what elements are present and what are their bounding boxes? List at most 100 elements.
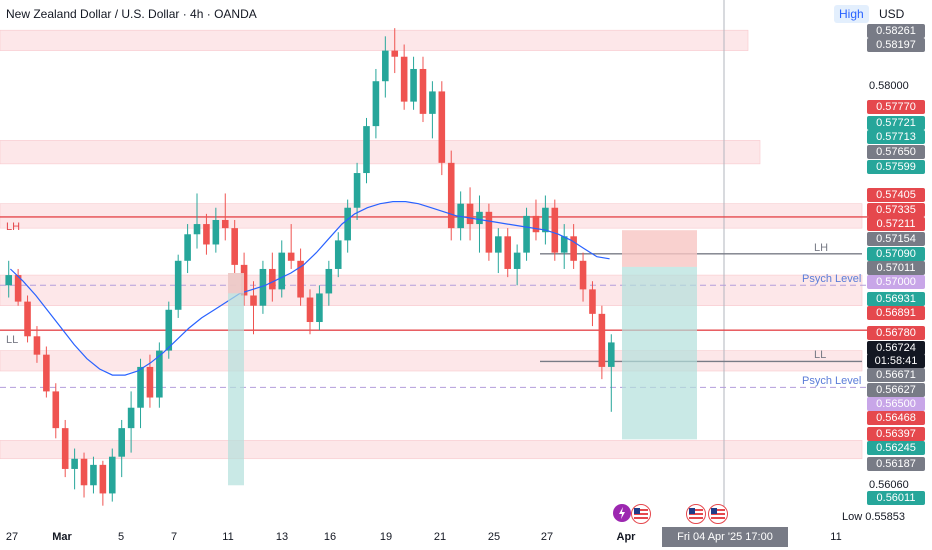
- candle-body: [193, 224, 201, 235]
- time-tick-label: 21: [433, 531, 447, 543]
- candle-body: [259, 268, 267, 306]
- candle-body: [429, 91, 436, 114]
- time-tick-label: 11: [830, 531, 842, 543]
- price-tag: 0.56500: [867, 397, 925, 411]
- level-label: LH: [814, 241, 829, 254]
- price-tag: 0.57211: [867, 217, 925, 231]
- candle-body: [598, 313, 606, 367]
- price-tag: 0.56060: [869, 479, 909, 491]
- level-label: LL: [6, 334, 19, 347]
- price-tag: 0.58000: [869, 80, 909, 92]
- candle-body: [523, 215, 530, 253]
- high-button[interactable]: High: [834, 5, 869, 23]
- candle-body: [203, 224, 210, 245]
- candle-body: [118, 428, 125, 457]
- candle-body: [316, 293, 323, 323]
- time-tick-label: 25: [487, 531, 501, 543]
- candle-body: [344, 207, 351, 241]
- us-flag-icon[interactable]: [631, 504, 651, 524]
- candle-body: [447, 162, 455, 229]
- candle-body: [542, 207, 549, 233]
- price-tag: 0.56627: [867, 383, 925, 397]
- candle-body: [231, 228, 238, 265]
- candle-body: [250, 295, 257, 306]
- candle-body: [165, 309, 173, 351]
- price-tag: 0.57154: [867, 232, 925, 246]
- candle-body: [551, 207, 559, 253]
- candle-body: [476, 211, 483, 225]
- candle-body: [495, 236, 502, 253]
- low-label: Low: [842, 511, 866, 523]
- candle-body: [485, 211, 493, 253]
- lightning-icon[interactable]: [613, 504, 631, 522]
- candle-body: [80, 458, 88, 486]
- price-tag: 0.57405: [867, 188, 925, 202]
- candle-body: [570, 236, 577, 261]
- candle-body: [334, 240, 342, 269]
- price-tag: 0.58197: [867, 38, 925, 52]
- candle-body: [156, 350, 163, 398]
- time-tick-label: 7: [170, 531, 178, 543]
- candle-body: [325, 268, 333, 294]
- stop-loss-zone: [228, 273, 244, 294]
- candle-body: [71, 458, 78, 469]
- candle-body: [513, 252, 521, 269]
- take-profit-zone: [228, 273, 244, 486]
- candle-body: [90, 464, 97, 486]
- candle-body: [52, 391, 60, 429]
- candle-body: [410, 68, 417, 102]
- chart-title: New Zealand Dollar / U.S. Dollar · 4h · …: [6, 7, 257, 21]
- moving-average-line: [9, 201, 610, 376]
- currency-button[interactable]: USD: [879, 7, 905, 21]
- candle-body: [24, 301, 31, 337]
- candle-body: [532, 215, 540, 233]
- price-tag: 0.57011: [867, 261, 925, 275]
- candle-body: [504, 236, 512, 269]
- price-tag: 0.57335: [867, 203, 925, 217]
- candle-body: [212, 219, 220, 245]
- candle-body: [607, 342, 615, 367]
- stop-loss-zone: [622, 230, 697, 267]
- price-tag: 0.56397: [867, 427, 925, 441]
- take-profit-zone: [622, 266, 697, 440]
- price-tag: 01:58:41: [867, 354, 925, 368]
- candle-body: [221, 219, 229, 229]
- time-tick-label: 11: [222, 531, 234, 543]
- level-label: Psych Level: [802, 273, 862, 286]
- candle-body: [269, 268, 276, 290]
- price-tag: 0.57090: [867, 247, 925, 261]
- us-flag-icon[interactable]: [708, 504, 728, 524]
- candle-body: [99, 464, 107, 494]
- price-tag: 0.56468: [867, 411, 925, 425]
- time-tick-label: 27: [5, 531, 19, 543]
- time-tick-label: 5: [117, 531, 125, 543]
- time-tick-label: Mar: [52, 531, 72, 543]
- candle-body: [127, 407, 135, 429]
- candle-body: [363, 126, 370, 174]
- candle-body: [33, 336, 41, 355]
- candle-body: [14, 275, 22, 302]
- candle-body: [146, 366, 154, 398]
- candle-body: [419, 68, 427, 114]
- time-tick-label: 16: [323, 531, 337, 543]
- price-tag: 0.57770: [867, 100, 925, 114]
- candle-body: [466, 203, 474, 225]
- price-tag: Low 0.55853: [842, 511, 906, 523]
- candle-body: [391, 50, 399, 57]
- candle-body: [287, 252, 295, 261]
- price-tag: 0.56011: [867, 491, 925, 505]
- candle-body: [438, 91, 446, 163]
- price-tag: 0.57599: [867, 160, 925, 174]
- candle-body: [137, 366, 144, 408]
- candle-body: [5, 275, 13, 286]
- price-tag: 0.56931: [867, 292, 925, 306]
- time-tick-label: Apr: [616, 531, 636, 543]
- time-tick-label: 19: [379, 531, 393, 543]
- candle-body: [184, 234, 191, 261]
- price-tag: 0.56245: [867, 441, 925, 455]
- candle-body: [579, 260, 587, 290]
- us-flag-icon[interactable]: [686, 504, 706, 524]
- price-tag: 0.57650: [867, 145, 925, 159]
- crosshair-time-label: Fri 04 Apr '25 17:00: [662, 527, 788, 547]
